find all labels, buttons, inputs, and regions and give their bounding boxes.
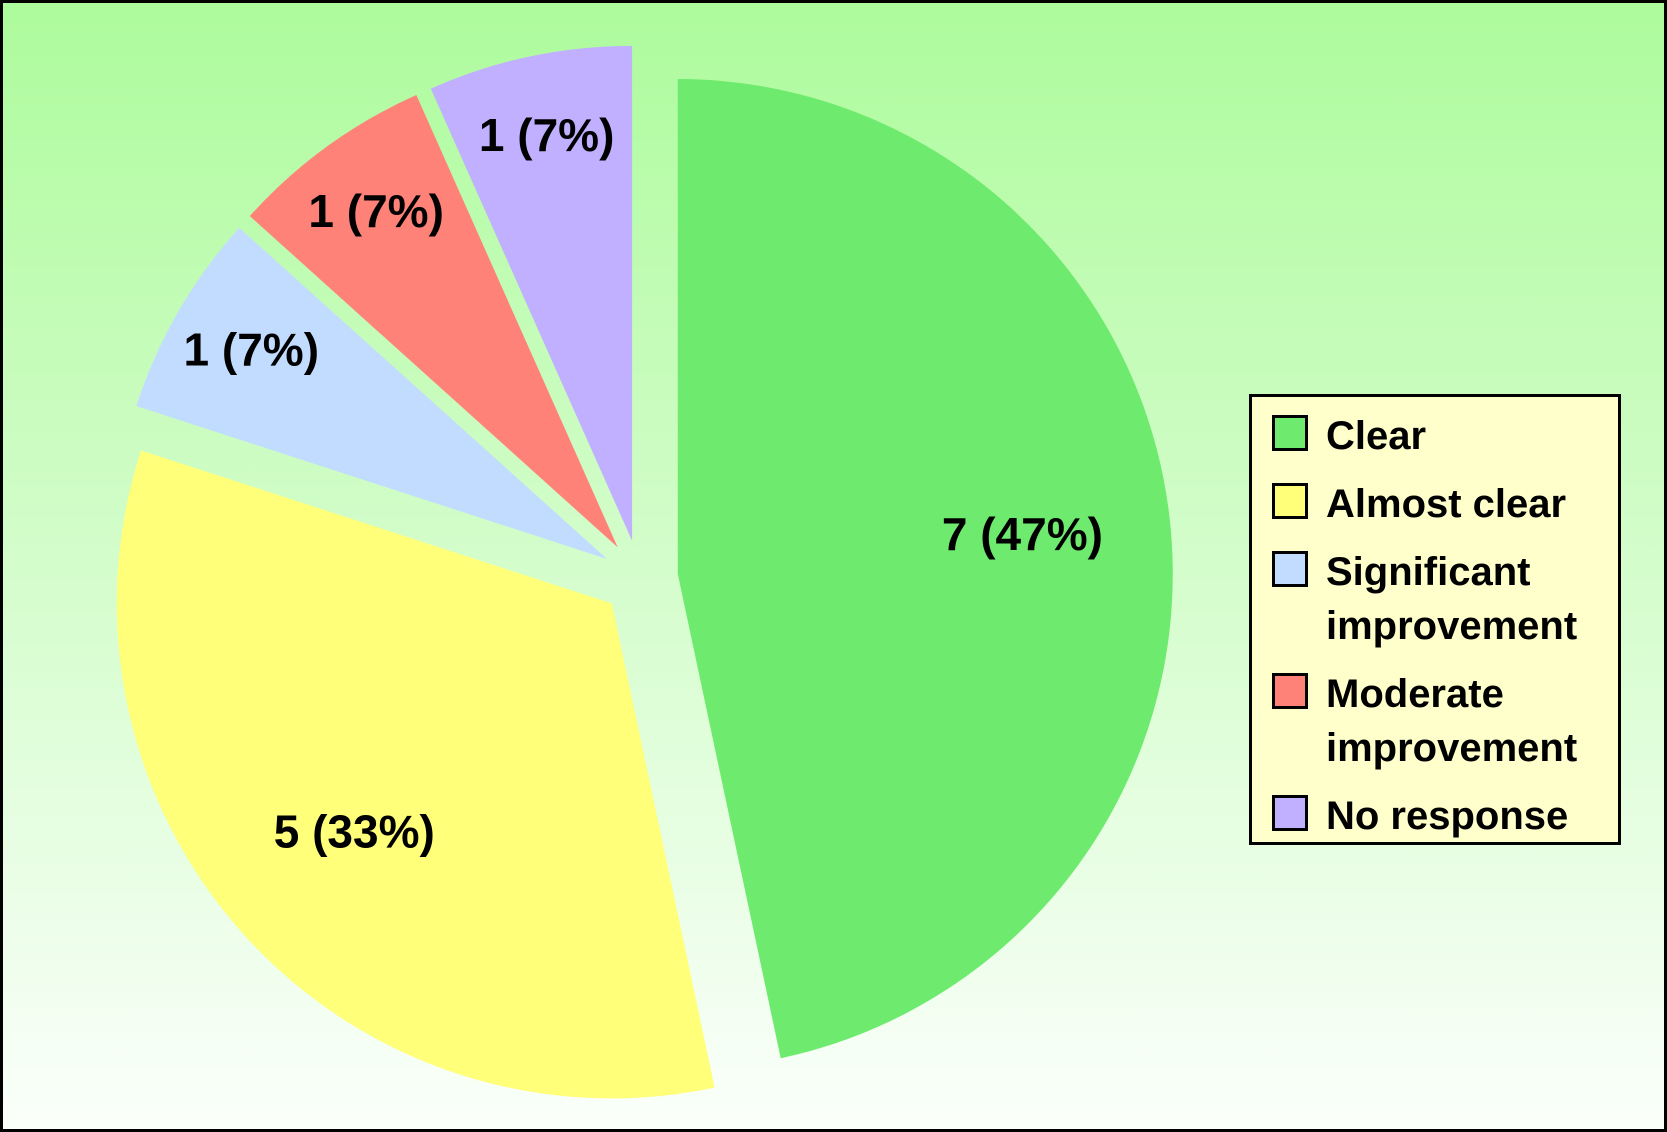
legend-swatch: [1272, 795, 1308, 831]
data-label: 1 (7%): [184, 324, 319, 376]
legend-item: No response: [1266, 789, 1604, 843]
data-label: 1 (7%): [308, 185, 443, 237]
legend-label: No response: [1326, 794, 1569, 838]
data-label: 5 (33%): [274, 805, 435, 857]
legend-item: Significant improvement: [1266, 545, 1604, 653]
legend: Clear Almost clear Significant improvement…: [1249, 394, 1621, 845]
legend-label: Almost clear: [1326, 482, 1567, 526]
legend-label: Significant improvement: [1326, 550, 1578, 648]
pie-slice: [430, 45, 633, 541]
data-label: 1 (7%): [479, 109, 614, 161]
legend-swatch: [1272, 483, 1308, 519]
legend-item: Moderate improvement: [1266, 667, 1604, 775]
legend-item: Clear: [1266, 409, 1604, 463]
pie-slice: [136, 227, 608, 560]
legend-item: Almost clear: [1266, 477, 1604, 531]
pie-slice: [677, 79, 1173, 1059]
data-label: 7 (47%): [942, 508, 1103, 560]
legend-label: Moderate improvement: [1326, 672, 1578, 770]
legend-swatch: [1272, 673, 1308, 709]
legend-swatch: [1272, 551, 1308, 587]
pie-slice: [116, 450, 715, 1099]
pie-slice: [249, 95, 618, 548]
legend-swatch: [1272, 415, 1308, 451]
legend-label: Clear: [1326, 414, 1427, 458]
